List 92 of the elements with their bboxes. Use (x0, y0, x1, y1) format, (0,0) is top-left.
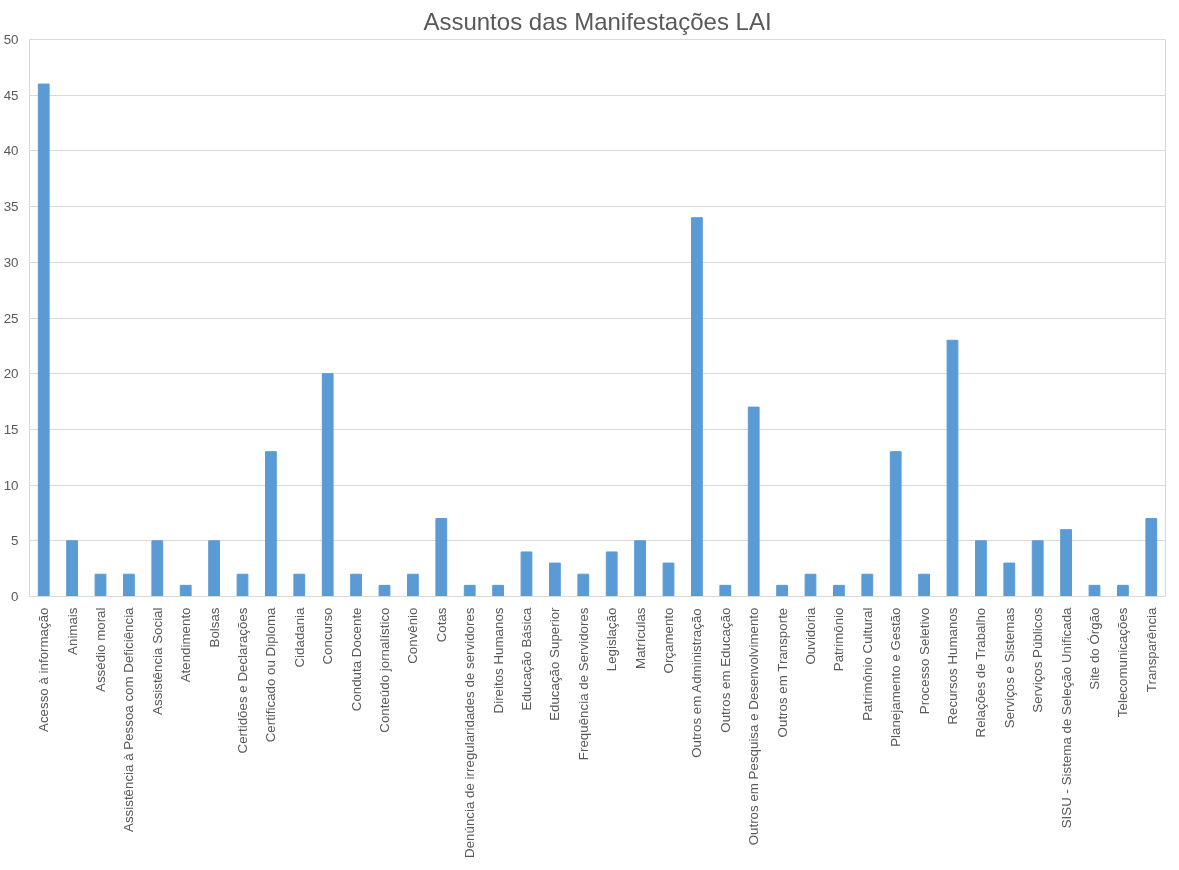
bar (435, 518, 448, 597)
x-tick-label: Assédio moral (93, 607, 108, 692)
bar (1031, 540, 1044, 597)
x-tick-label: Acesso à informação (36, 607, 52, 732)
x-tick-label: Conteúdo jornalístico (377, 607, 392, 733)
x-tick-label: Assistência Social (149, 607, 165, 715)
bar (577, 573, 590, 597)
x-tick-label: Relações de Trabalho (973, 607, 989, 738)
bar (378, 584, 391, 597)
x-tick-label: SISU - Sistema de Seleção Unificada (1058, 606, 1074, 829)
bar (889, 451, 902, 597)
x-tick-label: Recursos Humanos (945, 607, 960, 725)
x-tick-label: Cidadania (291, 606, 307, 668)
x-tick-label: Certidões e Declarações (235, 607, 250, 754)
x-tick-label: Frequência de Servidores (575, 607, 591, 761)
x-tick-label: Direitos Humanos (490, 607, 506, 714)
bar (1145, 518, 1158, 597)
bar (975, 540, 987, 597)
x-tick-label: Educação Básica (519, 606, 534, 711)
bar (66, 540, 78, 597)
bar (549, 562, 561, 597)
bar (321, 373, 334, 597)
x-tick-label: Denúncia de irregularidades de servidores (462, 607, 478, 858)
bar (833, 584, 845, 597)
y-tick-label: 25 (3, 310, 19, 326)
x-tick-label: Atendimento (178, 607, 194, 683)
x-tick-label: Concurso (320, 607, 336, 665)
x-tick-label: Assistência à Pessoa com Deficiência (121, 606, 137, 832)
bar (350, 573, 362, 597)
x-tick-label: Patrimônio (831, 607, 847, 672)
x-tick-label: Outros em Educação (717, 607, 733, 733)
x-tick-label: Bolsas (206, 607, 222, 648)
bar (776, 584, 788, 597)
bar (236, 573, 249, 597)
bar (861, 573, 874, 597)
y-tick-label: 5 (11, 533, 19, 549)
bar (123, 573, 135, 597)
bar (747, 406, 760, 597)
x-tick-label: Convênio (405, 607, 421, 664)
y-tick-label: 0 (11, 589, 19, 604)
x-tick-label: Educação Superior (547, 606, 563, 721)
bar (662, 562, 675, 597)
x-tick-label: Patrimônio Cultural (859, 607, 875, 721)
x-tick-label: Matrículas (632, 607, 648, 669)
bar (463, 584, 476, 597)
x-tick-label: Outros em Administração (689, 608, 705, 758)
bar (293, 573, 306, 597)
y-tick-label: 35 (3, 199, 19, 215)
bar (265, 451, 277, 597)
bar (918, 573, 930, 597)
x-tick-label: Serviços Públicos (1030, 607, 1046, 713)
chart-title: Assuntos das Manifestações LAI (423, 7, 772, 35)
bar (37, 83, 50, 597)
y-tick-label: 15 (3, 421, 19, 437)
bar (1003, 562, 1016, 597)
x-tick-label: Conduta Docente (348, 607, 364, 712)
bar (179, 584, 192, 597)
bar (1060, 529, 1072, 597)
x-tick-label: Animais (64, 607, 80, 655)
bar (605, 551, 618, 597)
bar (719, 584, 732, 597)
x-tick-label: Certificado ou Diploma (263, 606, 279, 743)
x-tick-label: Transparência (1143, 606, 1159, 693)
bar (634, 540, 646, 597)
x-tick-label: Planejamento e Gestão (888, 607, 904, 747)
y-tick-label: 45 (3, 87, 19, 103)
bar (520, 551, 533, 597)
bar (691, 217, 703, 597)
bar (492, 584, 504, 597)
x-tick-label: Legislação (604, 607, 620, 672)
x-tick-label: Orçamento (661, 607, 676, 674)
x-tick-label: Site do Órgão (1087, 607, 1102, 690)
bar (208, 540, 220, 597)
bar (1117, 584, 1129, 597)
x-tick-label: Outros em Transporte (774, 607, 790, 738)
bar (151, 540, 164, 597)
x-tick-label: Processo Seletivo (916, 607, 932, 715)
x-tick-label: Ouvidoria (803, 606, 818, 665)
bar (804, 573, 817, 597)
bar (946, 339, 959, 597)
y-tick-label: 50 (3, 32, 19, 47)
bar (94, 573, 107, 597)
y-tick-label: 20 (3, 366, 19, 382)
x-tick-label: Telecomunicações (1115, 607, 1131, 718)
x-tick-label: Outros em Pesquisa e Desenvolvimento (746, 607, 762, 846)
x-tick-label: Cotas (433, 607, 449, 643)
bar (407, 573, 419, 597)
y-tick-label: 10 (3, 477, 19, 493)
bar (1088, 584, 1101, 597)
x-tick-label: Serviços e Sistemas (1001, 607, 1017, 729)
y-tick-label: 30 (3, 254, 19, 270)
y-tick-label: 40 (3, 143, 19, 159)
